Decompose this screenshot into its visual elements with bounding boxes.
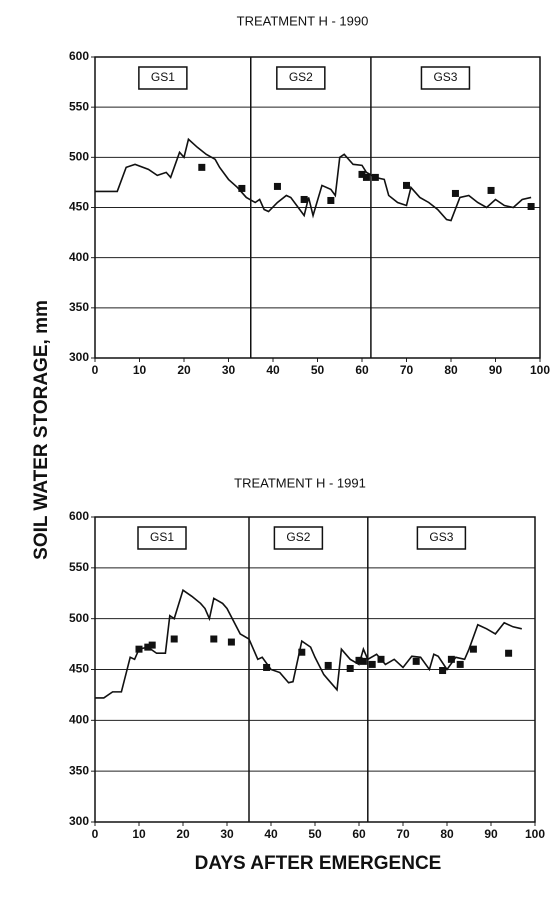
y-tick-label: 300 (69, 814, 89, 828)
data-point (355, 656, 363, 664)
x-tick-label: 0 (92, 827, 99, 841)
x-tick-label: 20 (176, 827, 190, 841)
data-point (456, 660, 464, 668)
stage-box (137, 526, 187, 550)
y-tick-label: 550 (69, 99, 89, 113)
x-tick-label: 60 (355, 363, 369, 377)
y-tick-label: 500 (69, 611, 89, 625)
plot-frame (94, 56, 541, 359)
y-tick-label: 300 (69, 350, 89, 364)
data-point (238, 184, 246, 192)
x-tick-label: 70 (396, 827, 410, 841)
x-axis-label: DAYS AFTER EMERGENCE (195, 853, 442, 874)
y-tick-label: 500 (69, 150, 89, 164)
x-tick-label: 80 (444, 363, 458, 377)
plot-frame (94, 516, 536, 823)
stage-box (138, 66, 188, 90)
data-point (300, 195, 308, 203)
data-point (358, 170, 366, 178)
data-point (210, 635, 218, 643)
data-point (144, 643, 152, 651)
x-tick-label: 100 (525, 827, 545, 841)
x-tick-label: 100 (530, 363, 550, 377)
data-point (273, 182, 281, 190)
chart-title: TREATMENT H - 1991 (234, 475, 366, 490)
y-axis-label: SOIL WATER STORAGE, mm (31, 300, 52, 560)
data-point (362, 173, 370, 181)
data-point (377, 655, 385, 663)
x-tick-label: 60 (352, 827, 366, 841)
stage-label: GS1 (150, 530, 174, 544)
x-tick-label: 30 (222, 363, 236, 377)
data-point (298, 648, 306, 656)
x-tick-label: 40 (266, 363, 280, 377)
data-point (135, 645, 143, 653)
stage-label: GS2 (289, 70, 313, 84)
x-tick-label: 50 (311, 363, 325, 377)
stage-label: GS1 (151, 70, 175, 84)
y-tick-label: 600 (69, 509, 89, 523)
data-point (505, 649, 513, 657)
data-point (487, 186, 495, 194)
data-point (324, 661, 332, 669)
data-point (170, 635, 178, 643)
stage-box (420, 66, 471, 90)
data-point (412, 657, 420, 665)
y-tick-label: 400 (69, 250, 89, 264)
data-point (439, 667, 447, 675)
x-tick-label: 40 (264, 827, 278, 841)
stage-box (273, 526, 324, 550)
y-tick-label: 450 (69, 200, 89, 214)
data-point (227, 638, 235, 646)
x-tick-label: 10 (133, 363, 147, 377)
data-point (469, 645, 477, 653)
stage-label: GS3 (429, 530, 453, 544)
data-point (263, 663, 271, 671)
x-tick-label: 80 (440, 827, 454, 841)
data-point (451, 189, 459, 197)
stage-box (416, 526, 467, 550)
data-point (359, 657, 367, 665)
y-tick-label: 400 (69, 713, 89, 727)
chart-title: TREATMENT H - 1990 (237, 13, 369, 28)
data-point (368, 660, 376, 668)
x-tick-label: 50 (308, 827, 322, 841)
x-tick-label: 90 (489, 363, 503, 377)
x-tick-label: 10 (132, 827, 146, 841)
data-point (198, 163, 206, 171)
data-point (403, 181, 410, 189)
x-tick-label: 30 (220, 827, 234, 841)
stage-label: GS3 (433, 70, 457, 84)
y-tick-label: 600 (69, 49, 89, 63)
series-line (95, 588, 522, 699)
data-point (447, 655, 455, 663)
data-point (148, 641, 156, 649)
y-tick-label: 350 (69, 300, 89, 314)
x-tick-label: 90 (484, 827, 498, 841)
data-point (327, 196, 335, 204)
y-tick-label: 350 (69, 763, 89, 777)
data-point (346, 664, 354, 672)
y-tick-label: 450 (69, 662, 89, 676)
data-point (527, 202, 535, 210)
x-tick-label: 20 (177, 363, 191, 377)
data-point (371, 173, 379, 181)
series-line (95, 137, 532, 222)
stage-box (276, 66, 326, 90)
stage-label: GS2 (286, 530, 310, 544)
y-tick-label: 550 (69, 560, 89, 574)
x-tick-label: 0 (92, 363, 99, 377)
x-tick-label: 70 (400, 363, 414, 377)
